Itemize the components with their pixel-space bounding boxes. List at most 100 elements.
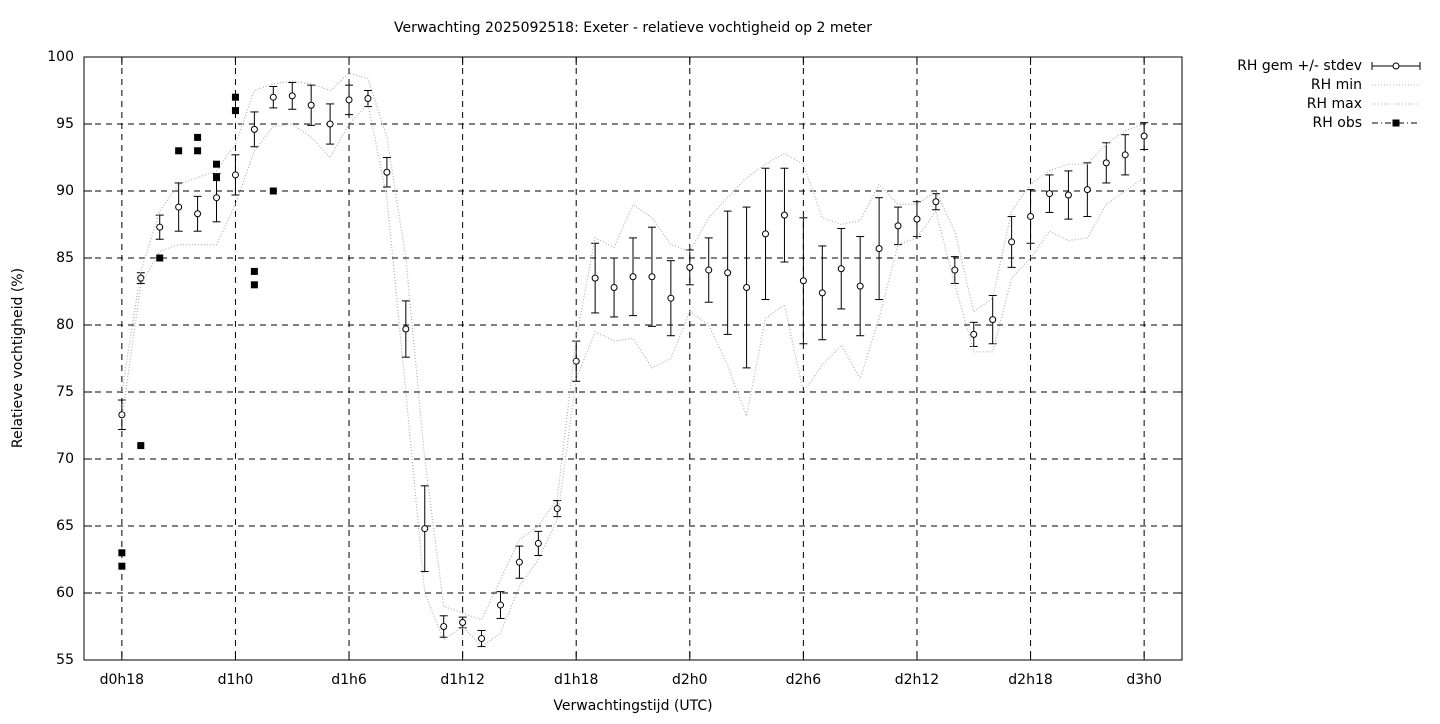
mean-point [667, 294, 675, 302]
mean-point [724, 269, 732, 277]
mean-point [364, 95, 372, 103]
mean-point [762, 230, 770, 238]
x-tick-label: d1h12 [440, 672, 484, 688]
obs-point [269, 187, 277, 195]
mean-point [591, 274, 599, 282]
mean-point [1045, 190, 1053, 198]
obs-point [213, 174, 221, 182]
mean-point [1121, 151, 1129, 159]
legend-marker [1392, 119, 1400, 127]
mean-point [250, 125, 258, 133]
mean-point [1064, 191, 1072, 199]
legend-label: RH gem +/- stdev [1237, 58, 1362, 74]
y-axis-label: Relatieve vochtigheid (%) [10, 268, 26, 448]
mean-point [137, 274, 145, 282]
mean-point [989, 316, 997, 324]
legend-label: RH min [1311, 77, 1362, 93]
mean-point [1083, 186, 1091, 194]
x-tick-label: d1h0 [218, 672, 254, 688]
mean-point [269, 93, 277, 101]
x-tick-label: d1h18 [554, 672, 598, 688]
mean-point [383, 168, 391, 176]
y-tick-label: 70 [56, 451, 74, 467]
mean-point [629, 273, 637, 281]
mean-point [799, 277, 807, 285]
mean-point [1027, 212, 1035, 220]
x-tick-label: d2h12 [895, 672, 939, 688]
x-tick-label: d2h0 [672, 672, 708, 688]
mean-point [610, 283, 618, 291]
mean-point [288, 92, 296, 100]
mean-point [1102, 159, 1110, 167]
y-tick-label: 95 [56, 116, 74, 132]
mean-point [478, 635, 486, 643]
mean-point [307, 101, 315, 109]
x-tick-label: d0h18 [100, 672, 144, 688]
y-tick-label: 90 [56, 183, 74, 199]
mean-point [421, 525, 429, 533]
x-tick-label: d2h6 [786, 672, 822, 688]
mean-point [326, 120, 334, 128]
mean-point [780, 211, 788, 219]
mean-point [856, 282, 864, 290]
mean-point [194, 210, 202, 218]
mean-point [970, 330, 978, 338]
mean-point [440, 623, 448, 630]
legend-label: RH max [1307, 96, 1362, 112]
obs-point [213, 160, 221, 168]
y-tick-label: 75 [56, 384, 74, 400]
mean-point [345, 96, 353, 104]
x-tick-label: d1h6 [331, 672, 367, 688]
obs-point [137, 442, 145, 450]
mean-point [818, 289, 826, 297]
obs-point [231, 107, 239, 115]
range-line [121, 102, 1145, 648]
x-tick-label: d2h18 [1008, 672, 1052, 688]
obs-point [175, 147, 183, 155]
mean-point [705, 266, 713, 274]
mean-point [459, 618, 467, 626]
mean-point [515, 558, 523, 566]
obs-point [194, 133, 202, 141]
legend-marker [1392, 62, 1400, 70]
y-tick-label: 85 [56, 250, 74, 266]
obs-point [118, 562, 126, 570]
mean-point [894, 222, 902, 230]
mean-point [156, 223, 164, 231]
mean-point [231, 171, 239, 179]
mean-point [175, 203, 183, 211]
mean-point [572, 357, 580, 365]
mean-point [913, 215, 921, 223]
plot-frame [83, 56, 1183, 661]
mean-point [743, 283, 751, 291]
obs-point [250, 267, 258, 275]
mean-point [534, 539, 542, 547]
mean-point [1008, 238, 1016, 246]
obs-point [156, 254, 164, 262]
mean-point [932, 198, 940, 206]
y-tick-label: 55 [56, 652, 74, 668]
obs-point [194, 147, 202, 155]
obs-point [231, 93, 239, 101]
x-axis-label: Verwachtingstijd (UTC) [553, 698, 712, 714]
mean-point [1140, 132, 1148, 140]
chart-title: Verwachting 2025092518: Exeter - relatie… [394, 20, 872, 36]
y-tick-label: 60 [56, 585, 74, 601]
mean-point [875, 245, 883, 253]
obs-point [250, 281, 258, 289]
mean-point [648, 273, 656, 281]
x-tick-label: d3h0 [1126, 672, 1162, 688]
range-line [121, 72, 1145, 621]
mean-point [402, 325, 410, 333]
obs-point [118, 549, 126, 557]
legend-label: RH obs [1313, 115, 1362, 131]
y-tick-label: 65 [56, 518, 74, 534]
mean-point [951, 266, 959, 274]
mean-point [837, 265, 845, 273]
mean-point [213, 194, 221, 202]
y-tick-label: 80 [56, 317, 74, 333]
mean-point [686, 263, 694, 271]
mean-point [496, 601, 504, 609]
y-tick-label: 100 [47, 49, 74, 65]
